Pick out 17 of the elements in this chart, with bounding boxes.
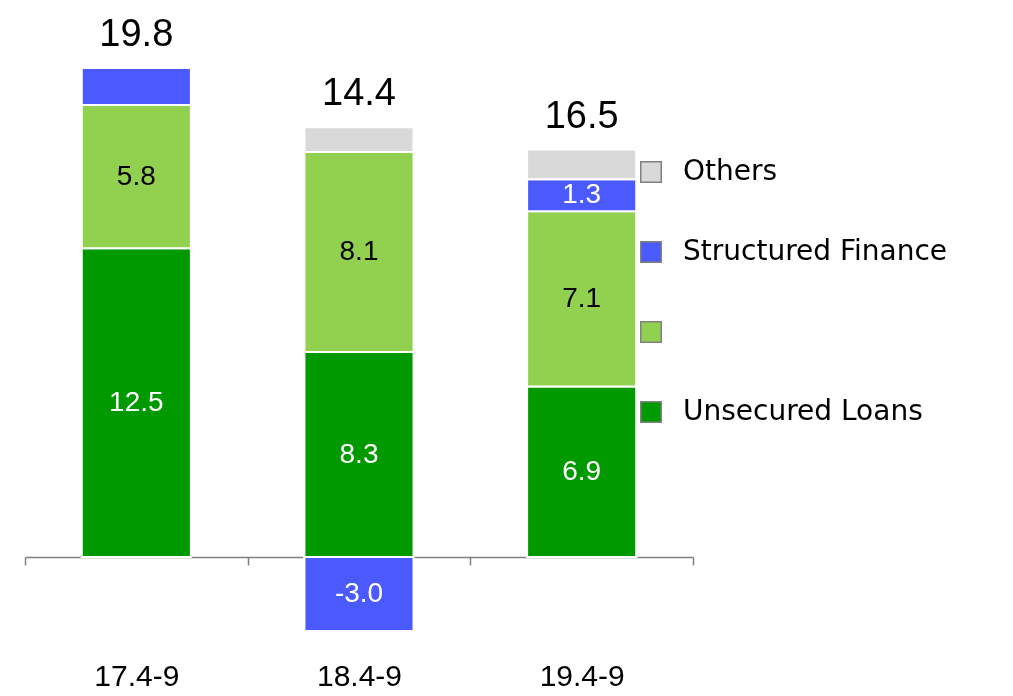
data-label: 12.5 bbox=[109, 385, 164, 417]
data-label: 8.1 bbox=[339, 235, 379, 267]
legend-label: Others bbox=[683, 154, 778, 187]
x-tick-label: 18.4-9 bbox=[316, 658, 403, 692]
total-label: 16.5 bbox=[544, 93, 619, 136]
data-label: 1.3 bbox=[562, 178, 602, 210]
data-label: 8.3 bbox=[339, 437, 379, 469]
total-label: 19.8 bbox=[99, 12, 174, 55]
legend-label: Structured Finance bbox=[683, 234, 948, 267]
x-tick-label: 19.4-9 bbox=[539, 658, 625, 692]
data-label: 6.9 bbox=[562, 454, 602, 486]
data-label: -3.0 bbox=[334, 577, 384, 609]
data-label: 5.8 bbox=[116, 159, 156, 191]
total-label: 14.4 bbox=[322, 71, 396, 114]
legend-label: Unsecured Loans bbox=[683, 394, 923, 427]
x-tick-label: 17.4-9 bbox=[94, 658, 180, 692]
data-label: 7.1 bbox=[562, 281, 602, 313]
